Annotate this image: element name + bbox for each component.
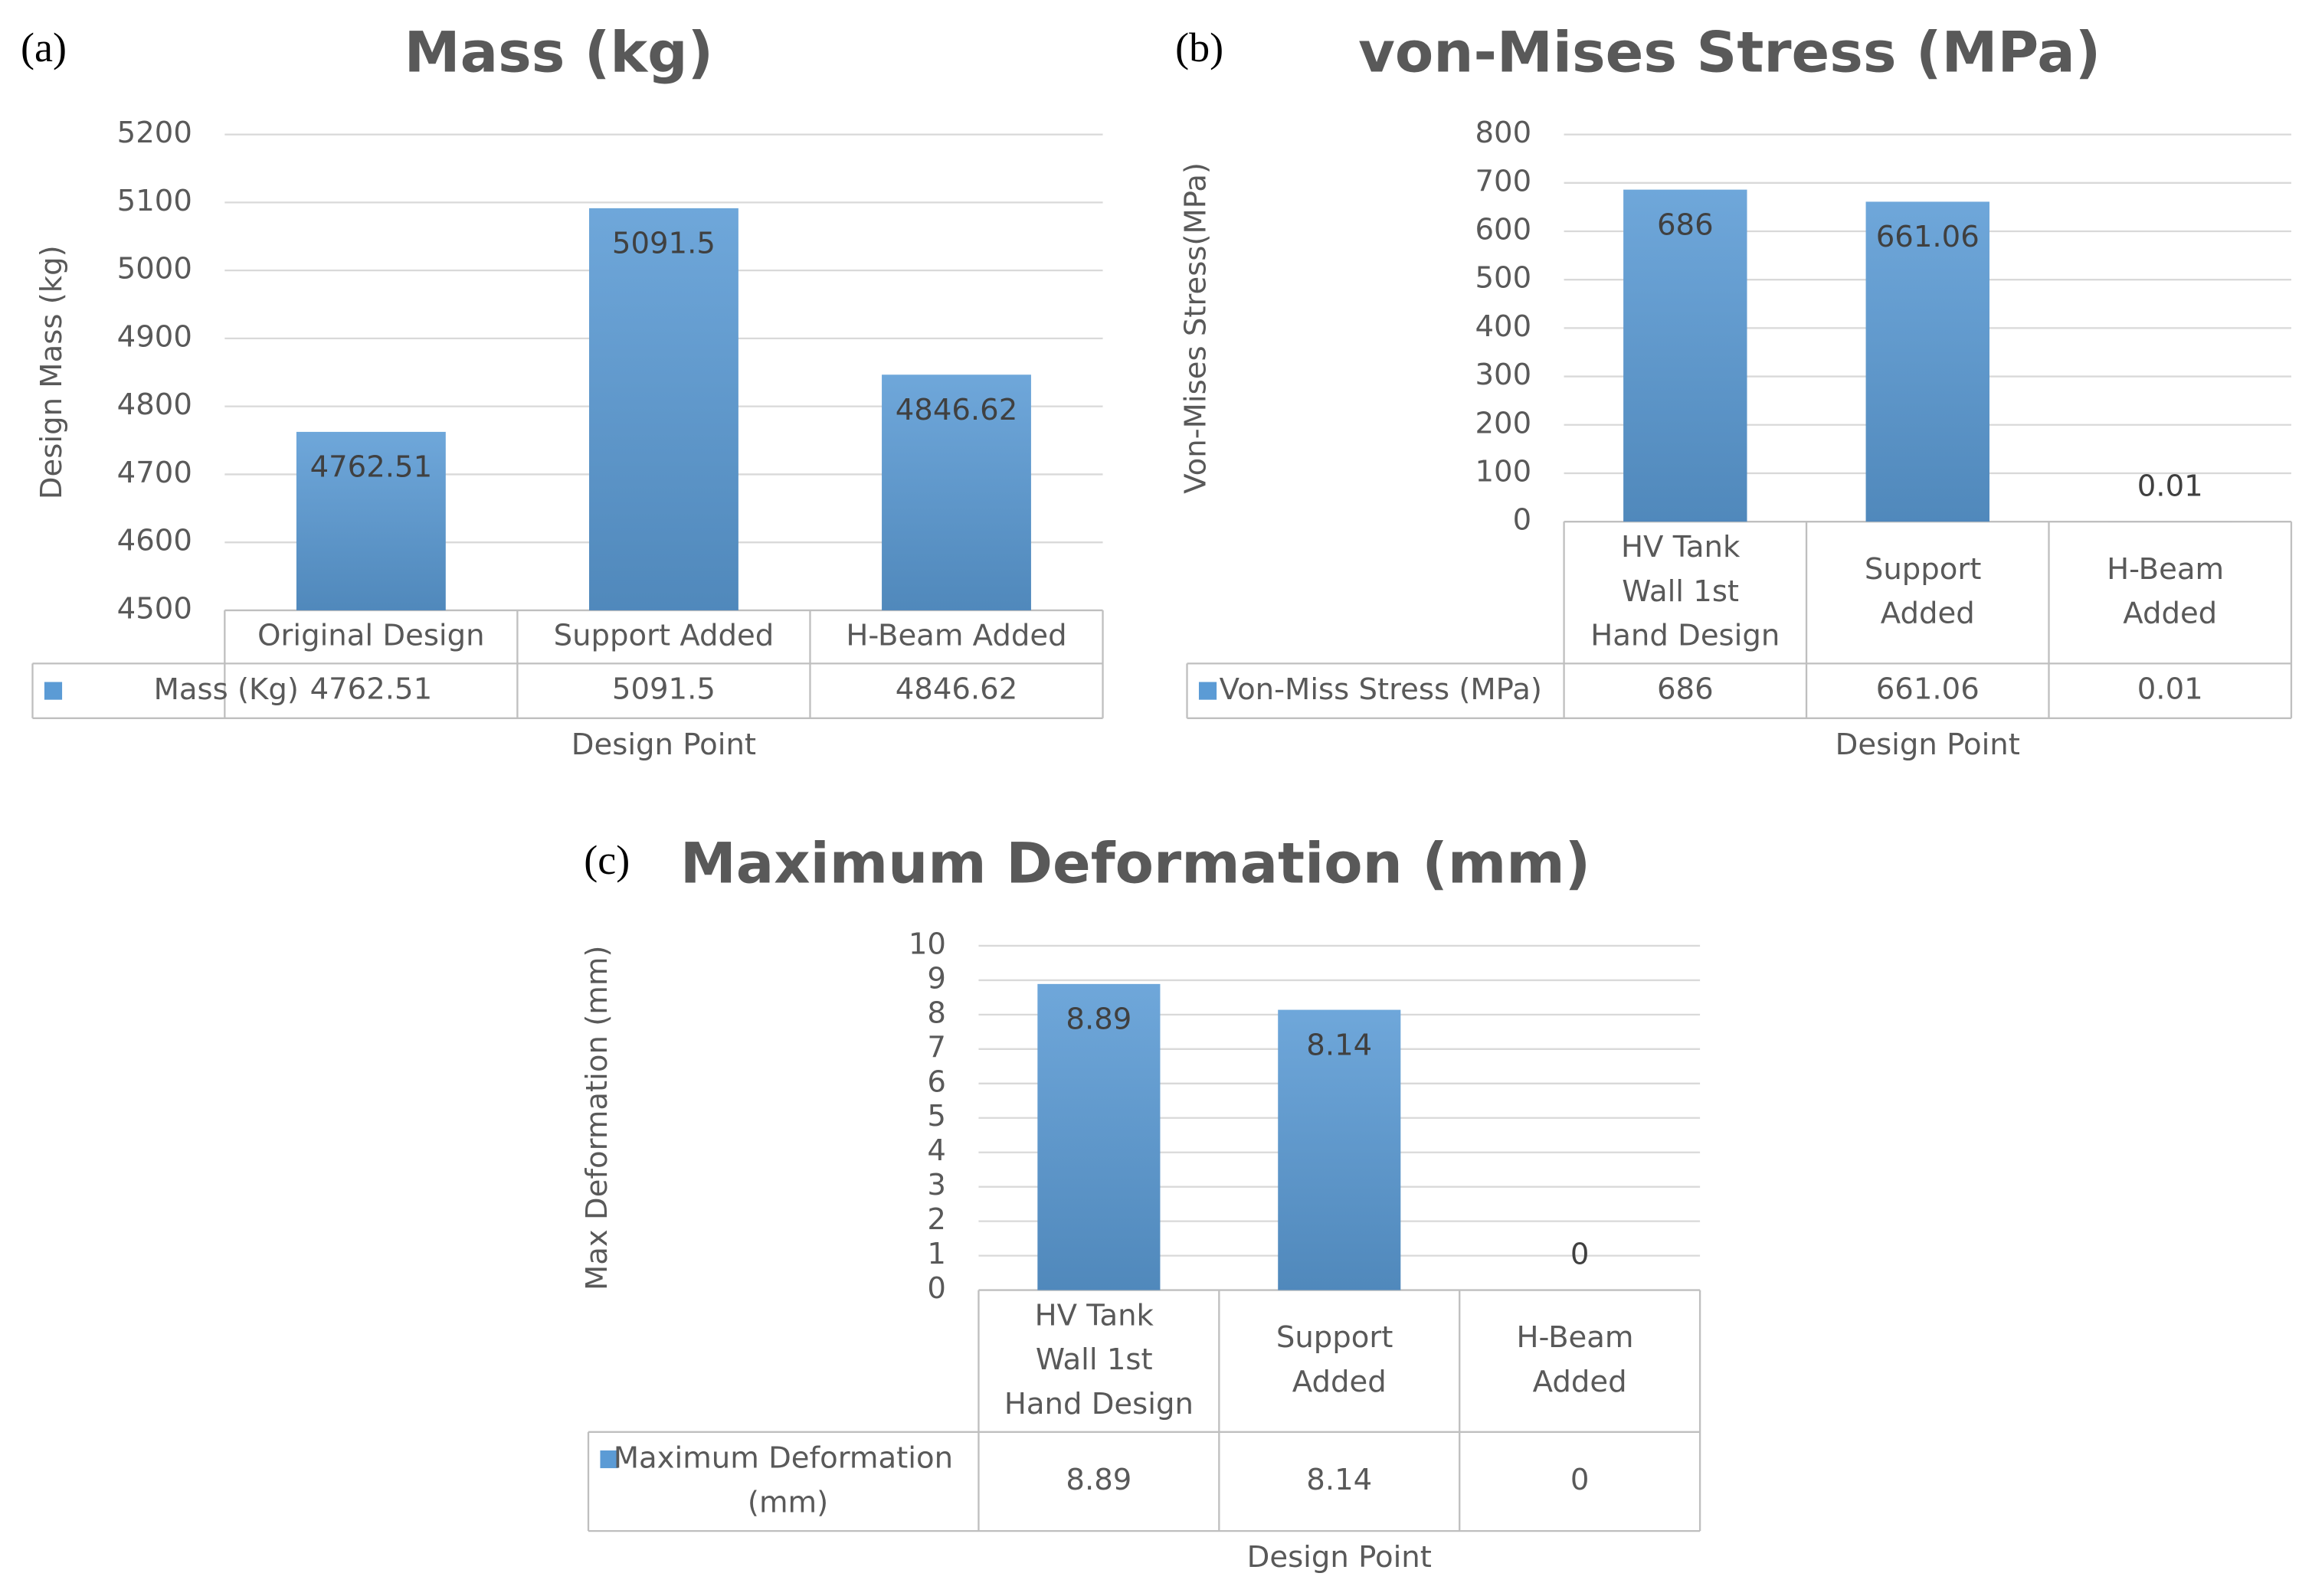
table-value: 0	[1570, 1463, 1590, 1497]
bar-shade	[882, 374, 1031, 610]
category-label: H-Beam Added	[846, 618, 1066, 652]
bar-shade	[589, 208, 738, 610]
table-value: 5091.5	[612, 672, 716, 707]
y-tick-label: 4600	[117, 524, 192, 558]
y-tick-label: 0	[927, 1271, 946, 1306]
data-label: 0.01	[2137, 469, 2203, 503]
data-label: 8.14	[1306, 1028, 1372, 1062]
y-tick-label: 8	[927, 996, 946, 1030]
legend-swatch	[44, 682, 63, 700]
table-value: 8.89	[1066, 1463, 1131, 1497]
y-tick-label: 400	[1475, 309, 1531, 344]
y-tick-label: 5200	[117, 116, 192, 150]
data-label: 5091.5	[612, 227, 716, 261]
y-tick-label: 4900	[117, 319, 192, 354]
y-tick-label: 2	[927, 1202, 946, 1237]
chart-title: Maximum Deformation (mm)	[680, 832, 1590, 897]
y-axis-label: Max Deformation (mm)	[580, 946, 614, 1290]
y-tick-label: 0	[1513, 503, 1532, 538]
y-tick-label: 4	[927, 1133, 946, 1168]
y-tick-label: 3	[927, 1168, 946, 1202]
y-tick-label: 200	[1475, 406, 1531, 440]
legend-swatch	[600, 1450, 618, 1469]
y-tick-label: 1	[927, 1237, 946, 1271]
legend-label: Mass (Kg)	[154, 672, 299, 707]
y-tick-label: 10	[909, 927, 946, 961]
panel-label: (c)	[584, 837, 630, 883]
table-value: 686	[1657, 672, 1714, 707]
category-label: H-Beam Added	[2107, 551, 2233, 630]
y-tick-label: 5100	[117, 184, 192, 218]
table-value: 0.01	[2137, 672, 2203, 707]
data-label: 4762.51	[310, 450, 433, 485]
table-value: 4846.62	[896, 672, 1018, 707]
y-axis-label: Design Mass (kg)	[34, 245, 69, 499]
panel-label: (b)	[1175, 25, 1223, 70]
data-label: 0	[1570, 1238, 1590, 1272]
category-label: Support Added	[1276, 1320, 1403, 1399]
legend-label: Von-Miss Stress (MPa)	[1220, 672, 1542, 707]
chart-title: von-Mises Stress (MPa)	[1358, 20, 2101, 85]
category-label: Original Design	[257, 618, 484, 652]
x-axis-label: Design Point	[571, 728, 756, 762]
x-axis-label: Design Point	[1836, 728, 2020, 762]
category-label: HV Tank Wall 1st Hand Design	[1004, 1298, 1194, 1421]
table-value: 661.06	[1876, 672, 1980, 707]
y-tick-label: 700	[1475, 164, 1531, 198]
bar-shade	[1623, 189, 1747, 522]
y-tick-label: 5000	[117, 252, 192, 286]
y-tick-label: 600	[1475, 212, 1531, 247]
data-label: 4846.62	[896, 393, 1018, 427]
y-tick-label: 4800	[117, 388, 192, 422]
y-tick-label: 4700	[117, 456, 192, 490]
category-label: Support Added	[554, 618, 774, 652]
bar-shade	[1037, 983, 1161, 1290]
y-tick-label: 300	[1475, 358, 1531, 392]
legend-label: Maximum Deformation (mm)	[614, 1441, 963, 1519]
y-tick-label: 9	[927, 961, 946, 996]
y-tick-label: 4500	[117, 591, 192, 626]
y-tick-label: 7	[927, 1030, 946, 1065]
chart-title: Mass (kg)	[404, 20, 713, 85]
bar-shade	[1278, 1009, 1401, 1290]
panel-label: (a)	[21, 25, 67, 70]
data-label: 661.06	[1876, 220, 1980, 254]
y-tick-label: 5	[927, 1099, 946, 1133]
bar-shade	[1865, 201, 1989, 522]
x-axis-label: Design Point	[1247, 1540, 1432, 1575]
legend-swatch	[1198, 682, 1217, 700]
y-tick-label: 6	[927, 1065, 946, 1099]
category-label: HV Tank Wall 1st Hand Design	[1590, 529, 1780, 652]
bar-shade	[296, 431, 446, 610]
table-value: 8.14	[1306, 1463, 1372, 1497]
y-tick-label: 100	[1475, 454, 1531, 489]
y-axis-label: Von-Mises Stress(MPa)	[1179, 162, 1213, 494]
y-tick-label: 500	[1475, 261, 1531, 296]
category-label: H-Beam Added	[1517, 1320, 1643, 1399]
data-label: 686	[1657, 208, 1714, 242]
y-tick-label: 800	[1475, 116, 1531, 150]
category-label: Support Added	[1865, 551, 1991, 630]
data-label: 8.89	[1066, 1002, 1131, 1037]
table-value: 4762.51	[310, 672, 433, 707]
